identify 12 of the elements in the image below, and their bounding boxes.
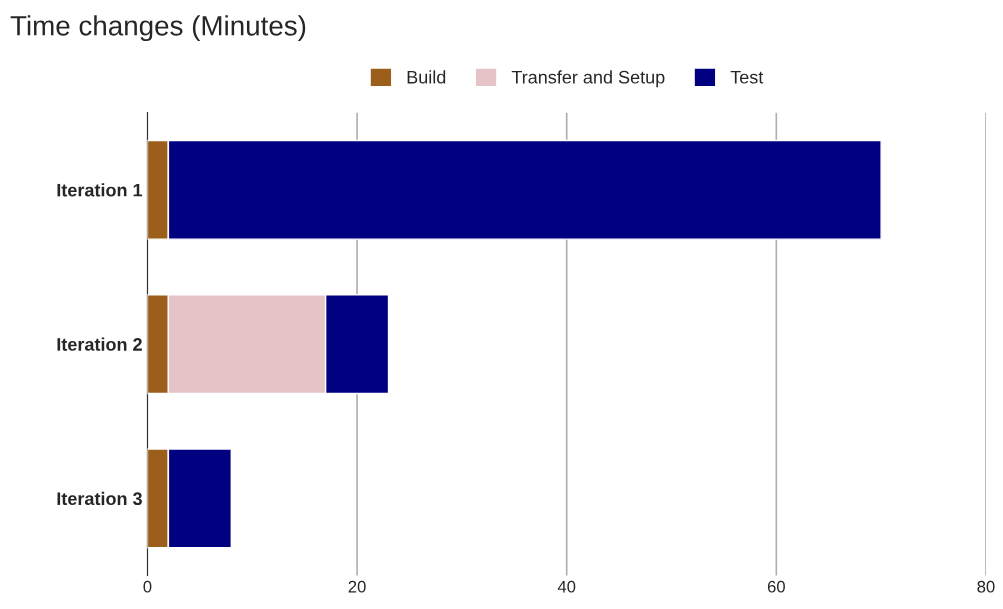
x-tick-label: 20 (348, 580, 366, 593)
y-tick-label: Iteration 3 (57, 491, 142, 506)
y-tick-label: Iteration 1 (57, 183, 143, 197)
y-tick-label: Iteration 2 (57, 337, 142, 351)
legend-label: Build (407, 70, 446, 84)
x-tick-label: 40 (557, 580, 576, 593)
x-tick-label: 60 (767, 580, 785, 593)
legend-label: Test (730, 70, 764, 84)
x-tick-label: 0 (143, 580, 152, 593)
x-tick-label: 80 (977, 580, 995, 593)
chart-title: Time changes (Minutes) (10, 15, 306, 42)
legend-label: Transfer and Setup (511, 70, 665, 88)
